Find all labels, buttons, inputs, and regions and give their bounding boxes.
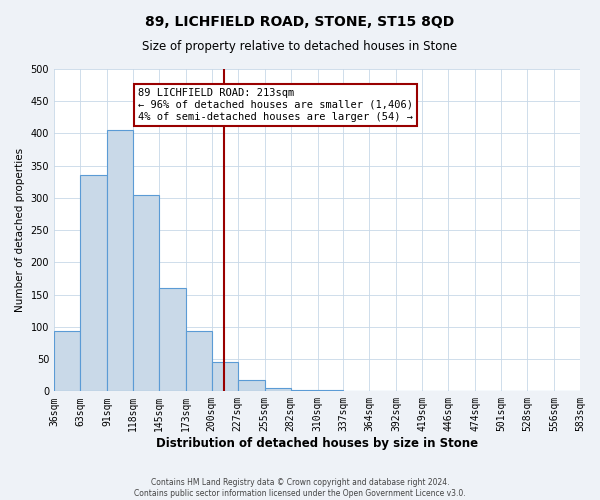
Bar [370, 390, 397, 392]
Bar [317, 390, 343, 392]
Bar [80, 174, 107, 392]
Text: Contains HM Land Registry data © Crown copyright and database right 2024.
Contai: Contains HM Land Registry data © Crown c… [134, 478, 466, 498]
X-axis label: Distribution of detached houses by size in Stone: Distribution of detached houses by size … [156, 437, 478, 450]
Text: 89 LICHFIELD ROAD: 213sqm
← 96% of detached houses are smaller (1,406)
4% of sem: 89 LICHFIELD ROAD: 213sqm ← 96% of detac… [138, 88, 413, 122]
Bar [186, 332, 212, 392]
Text: Size of property relative to detached houses in Stone: Size of property relative to detached ho… [142, 40, 458, 53]
Bar [290, 390, 317, 392]
Bar [159, 288, 186, 392]
Bar [501, 390, 527, 392]
Bar [554, 390, 580, 392]
Y-axis label: Number of detached properties: Number of detached properties [15, 148, 25, 312]
Bar [238, 380, 265, 392]
Bar [265, 388, 290, 392]
Bar [133, 196, 159, 392]
Text: 89, LICHFIELD ROAD, STONE, ST15 8QD: 89, LICHFIELD ROAD, STONE, ST15 8QD [145, 15, 455, 29]
Bar [212, 362, 238, 392]
Bar [54, 332, 80, 392]
Bar [343, 390, 370, 392]
Bar [107, 130, 133, 392]
